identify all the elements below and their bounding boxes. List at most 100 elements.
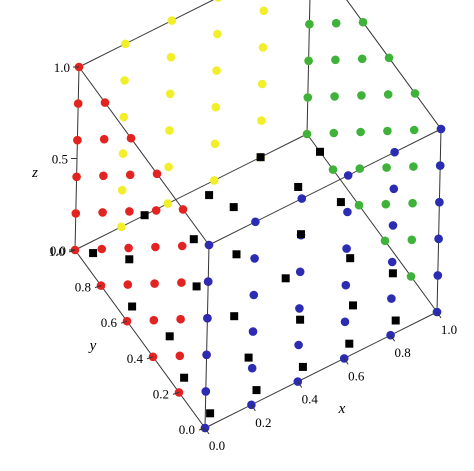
point-face-x1	[357, 91, 366, 100]
point-face-x0	[175, 351, 185, 361]
point-base-square	[244, 353, 253, 362]
point-face-y0	[294, 340, 303, 350]
point-face-x0	[150, 279, 159, 288]
point-base-square	[349, 301, 357, 310]
point-face-x0	[178, 205, 188, 214]
point-face-x0	[73, 99, 83, 108]
x-tick-mark	[250, 404, 256, 412]
point-face-y0	[297, 194, 307, 203]
point-face-x1	[355, 164, 365, 173]
point-face-x1	[410, 89, 420, 98]
axis-labels: x y z	[31, 165, 346, 417]
y-tick-label: 0.6	[101, 315, 118, 330]
point-face-y0	[434, 234, 443, 244]
point-base-square	[165, 332, 174, 341]
point-face-x1	[408, 198, 417, 208]
point-base-square	[296, 315, 305, 324]
point-face-x0	[99, 171, 108, 181]
point-face-x0	[125, 170, 135, 180]
point-face-y1	[259, 6, 269, 16]
point-base-square	[232, 250, 241, 259]
point-face-x0	[98, 208, 107, 217]
point-face-x0	[176, 314, 185, 324]
point-face-y1	[119, 112, 129, 122]
x-tick-label: 0.8	[394, 345, 410, 360]
point-face-y1	[163, 199, 173, 208]
point-face-y0	[340, 317, 350, 327]
x-tick-mark	[204, 427, 210, 435]
x-tick-mark	[343, 358, 349, 365]
z-tick-label: 0.0	[50, 243, 66, 258]
point-face-x1	[380, 236, 390, 246]
x-tick-label: 0.2	[255, 415, 271, 430]
point-face-y1	[258, 43, 268, 52]
point-base-square	[294, 183, 303, 191]
cube-edge	[78, 0, 215, 68]
point-face-y1	[213, 29, 222, 39]
point-face-x1	[329, 128, 339, 138]
point-face-y1	[257, 116, 266, 125]
point-base-square	[140, 211, 149, 220]
point-face-y1	[167, 16, 177, 25]
y-tick-mark	[146, 356, 154, 360]
point-face-x0	[124, 243, 133, 253]
point-face-y1	[117, 185, 127, 195]
cube-edge	[346, 0, 442, 130]
point-face-x0	[149, 315, 159, 325]
point-face-x1	[382, 163, 391, 172]
point-face-x1	[331, 18, 341, 28]
point-base-square	[206, 409, 215, 418]
z-tick-label: 1.0	[54, 60, 70, 75]
point-face-x1	[357, 54, 367, 64]
point-face-y0	[249, 290, 259, 300]
point-face-y0	[295, 267, 305, 277]
tick-labels: 0.00.20.40.60.81.00.00.20.40.60.81.00.00…	[49, 60, 457, 453]
cube-edges	[74, 0, 442, 429]
point-face-x0	[97, 244, 107, 254]
point-base-square	[192, 282, 201, 291]
point-face-y0	[436, 124, 446, 134]
cube-edge	[306, 0, 311, 135]
point-face-y1	[118, 149, 128, 158]
y-tick-label: 1.0	[49, 244, 65, 259]
point-base-square	[252, 386, 261, 395]
point-face-y0	[433, 271, 443, 280]
point-face-x0	[99, 134, 109, 144]
point-face-x1	[304, 56, 313, 66]
point-face-y1	[210, 139, 220, 149]
point-face-x1	[406, 272, 416, 281]
point-face-y0	[387, 257, 397, 267]
point-face-x1	[407, 235, 417, 245]
point-base-square	[316, 147, 324, 156]
point-face-x0	[152, 169, 162, 179]
point-face-y1	[211, 102, 221, 112]
x-tick-label: 0.6	[348, 368, 365, 383]
point-face-y0	[203, 313, 212, 323]
x-axis-label: x	[338, 401, 346, 417]
point-face-y0	[202, 350, 211, 360]
point-face-x0	[73, 135, 82, 145]
z-tick-label: 0.5	[52, 152, 68, 167]
point-face-y1	[212, 66, 221, 75]
point-base-square	[388, 269, 397, 278]
point-face-x0	[100, 98, 110, 107]
point-face-y0	[387, 294, 396, 303]
cube-edge	[306, 133, 438, 313]
point-face-y1	[214, 0, 222, 2]
point-base-square	[125, 255, 134, 264]
point-face-x1	[330, 92, 339, 101]
point-base-square	[256, 153, 265, 162]
point-base-square	[281, 274, 290, 283]
point-face-x1	[409, 125, 419, 135]
point-face-y0	[342, 244, 351, 253]
point-face-x1	[384, 53, 394, 63]
point-face-y1	[164, 162, 173, 172]
point-face-y0	[203, 277, 213, 286]
x-tick-label: 0.0	[209, 438, 225, 453]
point-base-square	[180, 373, 189, 382]
point-face-x1	[383, 126, 392, 136]
point-face-x0	[151, 206, 161, 215]
point-face-y1	[257, 79, 267, 89]
point-face-y0	[248, 327, 258, 336]
